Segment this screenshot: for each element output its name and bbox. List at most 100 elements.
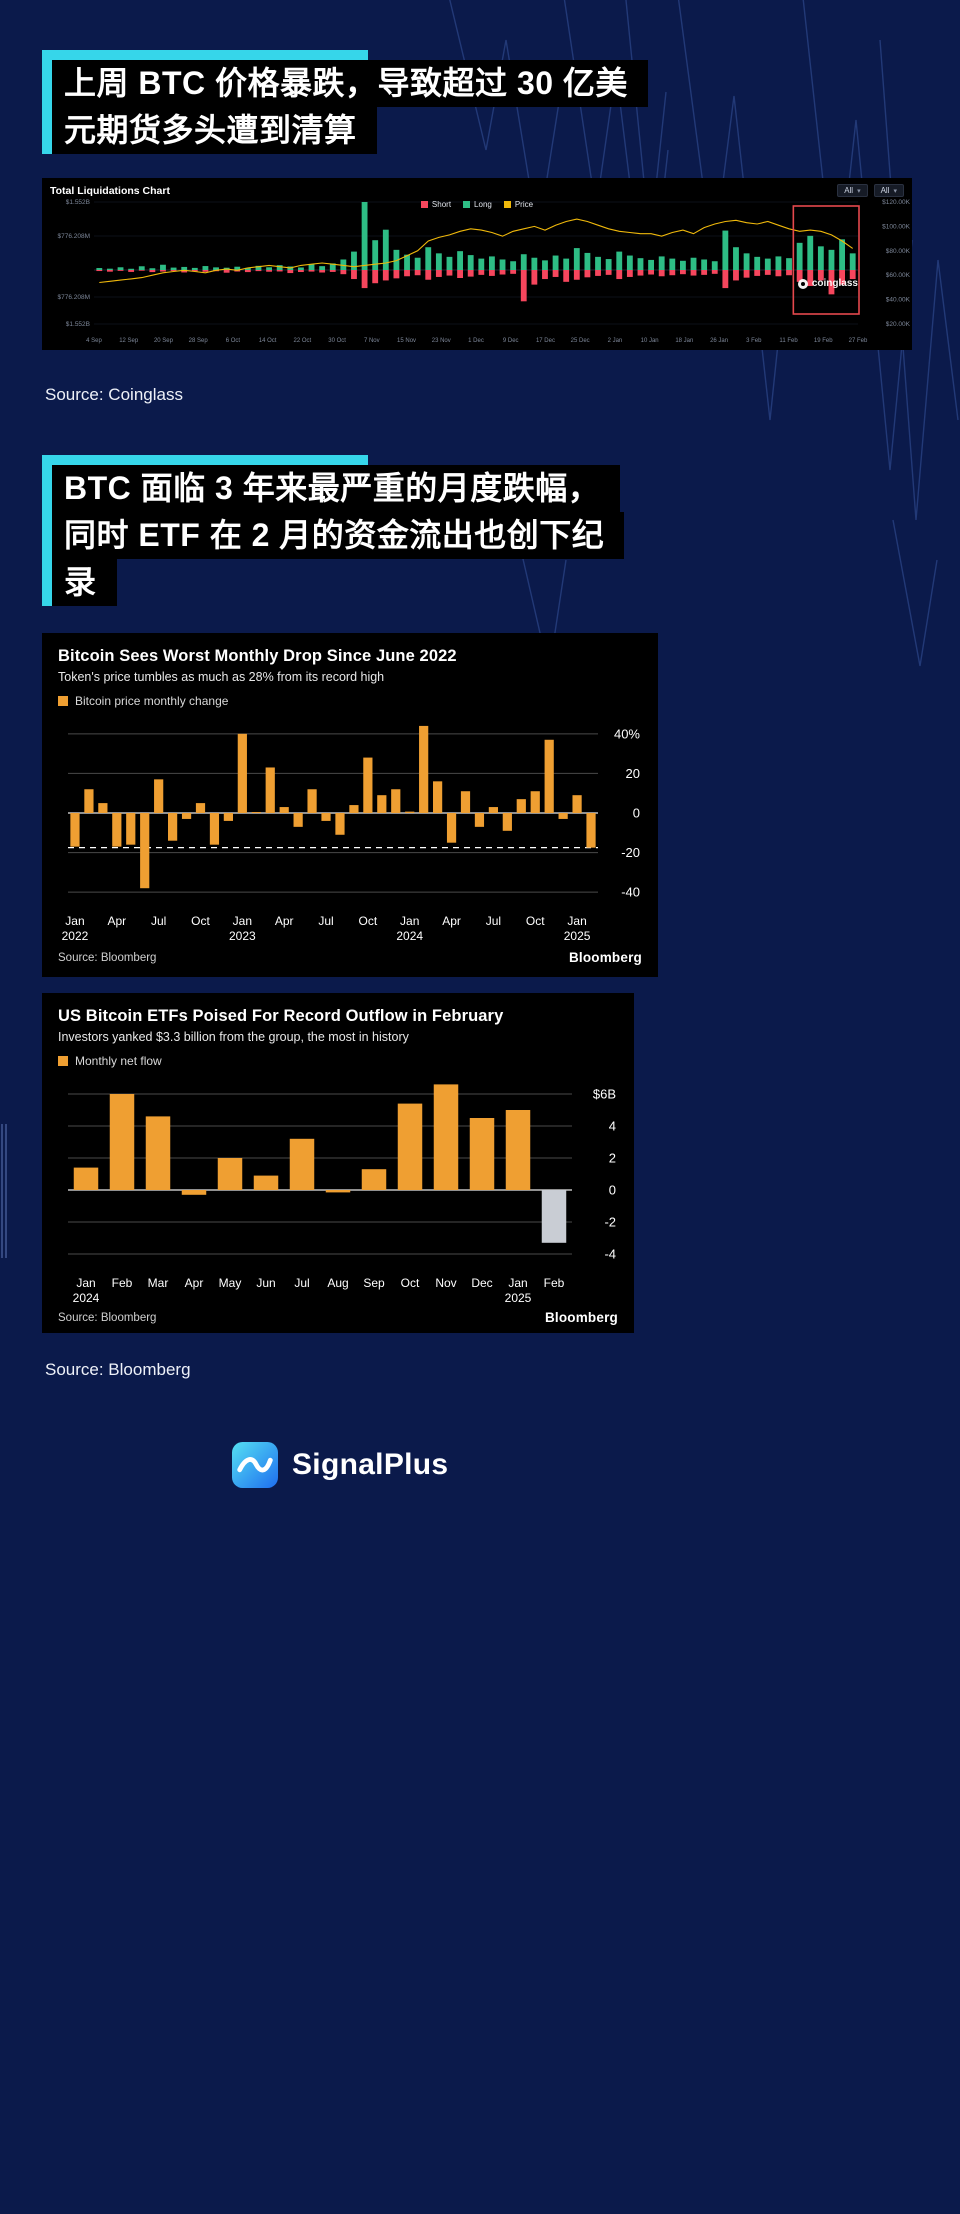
chart-subtitle: Token's price tumbles as much as 28% fro…	[58, 670, 385, 684]
chart-title: US Bitcoin ETFs Poised For Record Outflo…	[58, 1007, 504, 1025]
chevron-down-icon: ▾	[893, 187, 897, 195]
headline-line: 上周 BTC 价格暴跌，导致超过 30 亿美	[52, 60, 648, 107]
svg-text:Jul: Jul	[318, 914, 333, 928]
legend-label: Monthly net flow	[75, 1054, 162, 1068]
svg-text:Jul: Jul	[151, 914, 166, 928]
svg-text:Apr: Apr	[442, 914, 461, 928]
svg-text:Sep: Sep	[363, 1276, 385, 1290]
svg-text:28 Sep: 28 Sep	[189, 338, 209, 344]
signalplus-brand: SignalPlus	[232, 1442, 448, 1488]
svg-text:Jul: Jul	[486, 914, 501, 928]
svg-text:$1.552B: $1.552B	[66, 321, 90, 328]
svg-text:17 Dec: 17 Dec	[536, 338, 555, 344]
legend-swatch	[58, 696, 68, 706]
total-liquidations-chart: Total Liquidations Chart All ▾ All ▾ Sho…	[42, 178, 912, 350]
liquidations-legend: Short Long Price	[42, 200, 912, 209]
headline-line: 同时 ETF 在 2 月的资金流出也创下纪	[52, 512, 625, 559]
svg-text:Oct: Oct	[401, 1276, 420, 1290]
svg-text:20 Sep: 20 Sep	[154, 338, 174, 344]
legend-label: Short	[431, 200, 452, 209]
headline-accent-bar	[52, 455, 368, 465]
chart-etf-outflow: US Bitcoin ETFs Poised For Record Outflo…	[42, 993, 634, 1333]
legend-swatch-short	[420, 201, 428, 208]
svg-text:Mar: Mar	[148, 1276, 169, 1290]
chart-btc-monthly-drop: Bitcoin Sees Worst Monthly Drop Since Ju…	[42, 633, 658, 977]
svg-text:7 Nov: 7 Nov	[364, 338, 380, 344]
signalplus-wordmark: SignalPlus	[292, 1448, 449, 1481]
svg-text:$776.208M: $776.208M	[57, 233, 90, 240]
svg-text:4: 4	[609, 1119, 616, 1134]
chart-subtitle: Investors yanked $3.3 billion from the g…	[58, 1030, 409, 1044]
svg-text:Apr: Apr	[185, 1276, 204, 1290]
legend-swatch-price	[503, 201, 511, 208]
liquidations-range-dropdown[interactable]: All ▾	[873, 184, 904, 197]
headline-line: 元期货多头遭到清算	[52, 107, 377, 154]
svg-text:0: 0	[633, 806, 640, 821]
chevron-down-icon: ▾	[857, 187, 861, 195]
svg-text:10 Jan: 10 Jan	[641, 338, 659, 344]
coinglass-watermark-text: coinglass	[811, 278, 858, 289]
svg-text:14 Oct: 14 Oct	[259, 338, 277, 344]
svg-text:Jun: Jun	[256, 1276, 275, 1290]
svg-text:12 Sep: 12 Sep	[119, 338, 139, 344]
headline-accent-bar	[52, 50, 368, 60]
bloomberg-logo: Bloomberg	[544, 1310, 618, 1325]
svg-text:25 Dec: 25 Dec	[571, 338, 590, 344]
headline-line: 录	[52, 559, 117, 606]
legend-label: Bitcoin price monthly change	[75, 694, 229, 708]
chart-source: Source: Bloomberg	[58, 1311, 157, 1324]
svg-text:19 Feb: 19 Feb	[814, 338, 833, 344]
svg-text:May: May	[219, 1276, 242, 1290]
coinglass-watermark: coinglass	[797, 278, 858, 289]
svg-text:-40: -40	[621, 885, 640, 900]
svg-text:-2: -2	[604, 1215, 616, 1230]
legend-long: Long	[463, 200, 492, 209]
svg-text:Jul: Jul	[294, 1276, 309, 1290]
headline-line: BTC 面临 3 年来最严重的月度跌幅，	[52, 465, 621, 512]
svg-text:-4: -4	[604, 1247, 616, 1262]
coinglass-logo-icon	[797, 278, 808, 289]
svg-text:40%: 40%	[614, 726, 640, 741]
headline-2: BTC 面临 3 年来最严重的月度跌幅， 同时 ETF 在 2 月的资金流出也创…	[42, 455, 625, 606]
svg-text:$40.00K: $40.00K	[886, 297, 911, 304]
svg-text:2 Jan: 2 Jan	[608, 338, 623, 344]
svg-text:Nov: Nov	[435, 1276, 456, 1290]
source-bloomberg: Source: Bloomberg	[45, 1360, 191, 1379]
legend-swatch	[58, 1056, 68, 1066]
svg-text:4 Sep: 4 Sep	[86, 338, 102, 344]
svg-text:Apr: Apr	[107, 914, 126, 928]
chart-legend: Monthly net flow	[58, 1054, 618, 1068]
legend-label: Price	[514, 200, 534, 209]
svg-text:2: 2	[609, 1151, 616, 1166]
svg-text:-20: -20	[621, 845, 640, 860]
svg-text:Dec: Dec	[471, 1276, 492, 1290]
liquidations-coin-dropdown[interactable]: All ▾	[837, 184, 868, 197]
svg-text:0: 0	[609, 1183, 616, 1198]
svg-text:Oct: Oct	[526, 914, 545, 928]
headline-1: 上周 BTC 价格暴跌，导致超过 30 亿美 元期货多头遭到清算	[42, 50, 648, 154]
svg-text:$80.00K: $80.00K	[886, 248, 911, 255]
legend-price: Price	[503, 200, 534, 209]
legend-short: Short	[420, 200, 452, 209]
svg-text:18 Jan: 18 Jan	[675, 338, 693, 344]
svg-text:27 Feb: 27 Feb	[849, 338, 868, 344]
liquidations-chart-title: Total Liquidations Chart	[50, 184, 170, 197]
svg-text:20: 20	[626, 766, 640, 781]
svg-text:$6B: $6B	[593, 1087, 616, 1102]
legend-swatch-long	[463, 201, 471, 208]
liquidations-plot: $1.552B $776.208M $776.208M $1.552B $120.00K…	[57, 199, 911, 344]
svg-text:Apr: Apr	[275, 914, 294, 928]
svg-text:22 Oct: 22 Oct	[294, 338, 312, 344]
svg-text:9 Dec: 9 Dec	[503, 338, 519, 344]
svg-text:Aug: Aug	[327, 1276, 348, 1290]
legend-label: Long	[474, 200, 492, 209]
dropdown-value: All	[880, 186, 890, 195]
svg-text:$20.00K: $20.00K	[886, 321, 911, 328]
svg-text:$100.00K: $100.00K	[882, 223, 910, 230]
chart-title: Bitcoin Sees Worst Monthly Drop Since Ju…	[58, 647, 457, 665]
